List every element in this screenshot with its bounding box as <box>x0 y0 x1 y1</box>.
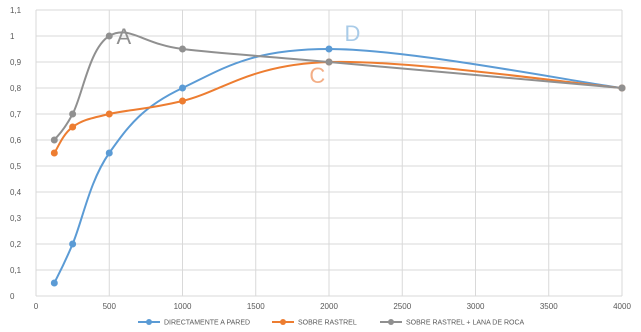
data-point <box>326 46 333 53</box>
axes: 0 0,1 0,2 0,3 0,4 0,5 0,6 0,7 0,8 0,9 1 1,1 0 500 1000… <box>10 6 631 311</box>
y-tick-label: 0,6 <box>10 136 22 145</box>
data-point <box>179 46 186 53</box>
data-point <box>179 85 186 92</box>
x-tick-label: 2000 <box>320 302 338 311</box>
data-point <box>619 85 626 92</box>
data-point <box>69 111 76 118</box>
grid <box>36 10 622 296</box>
data-point <box>69 241 76 248</box>
x-tick-label: 4000 <box>613 302 631 311</box>
annotation-label: A <box>117 24 132 49</box>
legend-item: SOBRE RASTREL + LANA DE ROCA <box>380 319 525 327</box>
annotation-label: D <box>344 21 360 46</box>
y-tick-label: 0,3 <box>10 214 22 223</box>
x-tick-label: 1500 <box>247 302 265 311</box>
legend-label: SOBRE RASTREL + LANA DE ROCA <box>406 320 525 327</box>
x-tick-label: 1000 <box>174 302 192 311</box>
data-point <box>51 137 58 144</box>
data-point <box>106 111 113 118</box>
y-tick-label: 0,4 <box>10 188 22 197</box>
data-point <box>69 124 76 131</box>
y-tick-label: 1 <box>10 32 15 41</box>
y-tick-label: 0,7 <box>10 110 22 119</box>
legend-item: DIRECTAMENTE A PARED <box>138 319 250 327</box>
y-tick-label: 0,5 <box>10 162 22 171</box>
y-tick-label: 0 <box>10 292 15 301</box>
legend: DIRECTAMENTE A PARED SOBRE RASTREL SOBRE R… <box>138 319 525 327</box>
annotation-label: C <box>309 63 325 88</box>
data-point <box>326 59 333 66</box>
series-line <box>54 62 622 153</box>
legend-marker <box>146 319 152 325</box>
y-tick-label: 0,2 <box>10 240 22 249</box>
y-tick-label: 0,8 <box>10 84 22 93</box>
data-point <box>51 150 58 157</box>
legend-item: SOBRE RASTREL <box>272 319 357 327</box>
legend-label: DIRECTAMENTE A PARED <box>164 320 250 327</box>
data-point <box>51 280 58 287</box>
legend-marker <box>280 319 286 325</box>
data-point <box>106 150 113 157</box>
legend-marker <box>388 319 394 325</box>
y-tick-label: 0,9 <box>10 58 22 67</box>
x-tick-label: 2500 <box>393 302 411 311</box>
series <box>51 32 626 286</box>
data-point <box>106 33 113 40</box>
x-tick-label: 0 <box>34 302 39 311</box>
x-tick-label: 3000 <box>467 302 485 311</box>
y-tick-label: 0,1 <box>10 266 22 275</box>
x-tick-label: 500 <box>103 302 117 311</box>
legend-label: SOBRE RASTREL <box>298 320 357 327</box>
y-tick-label: 1,1 <box>10 6 22 15</box>
x-tick-label: 3500 <box>540 302 558 311</box>
data-point <box>179 98 186 105</box>
